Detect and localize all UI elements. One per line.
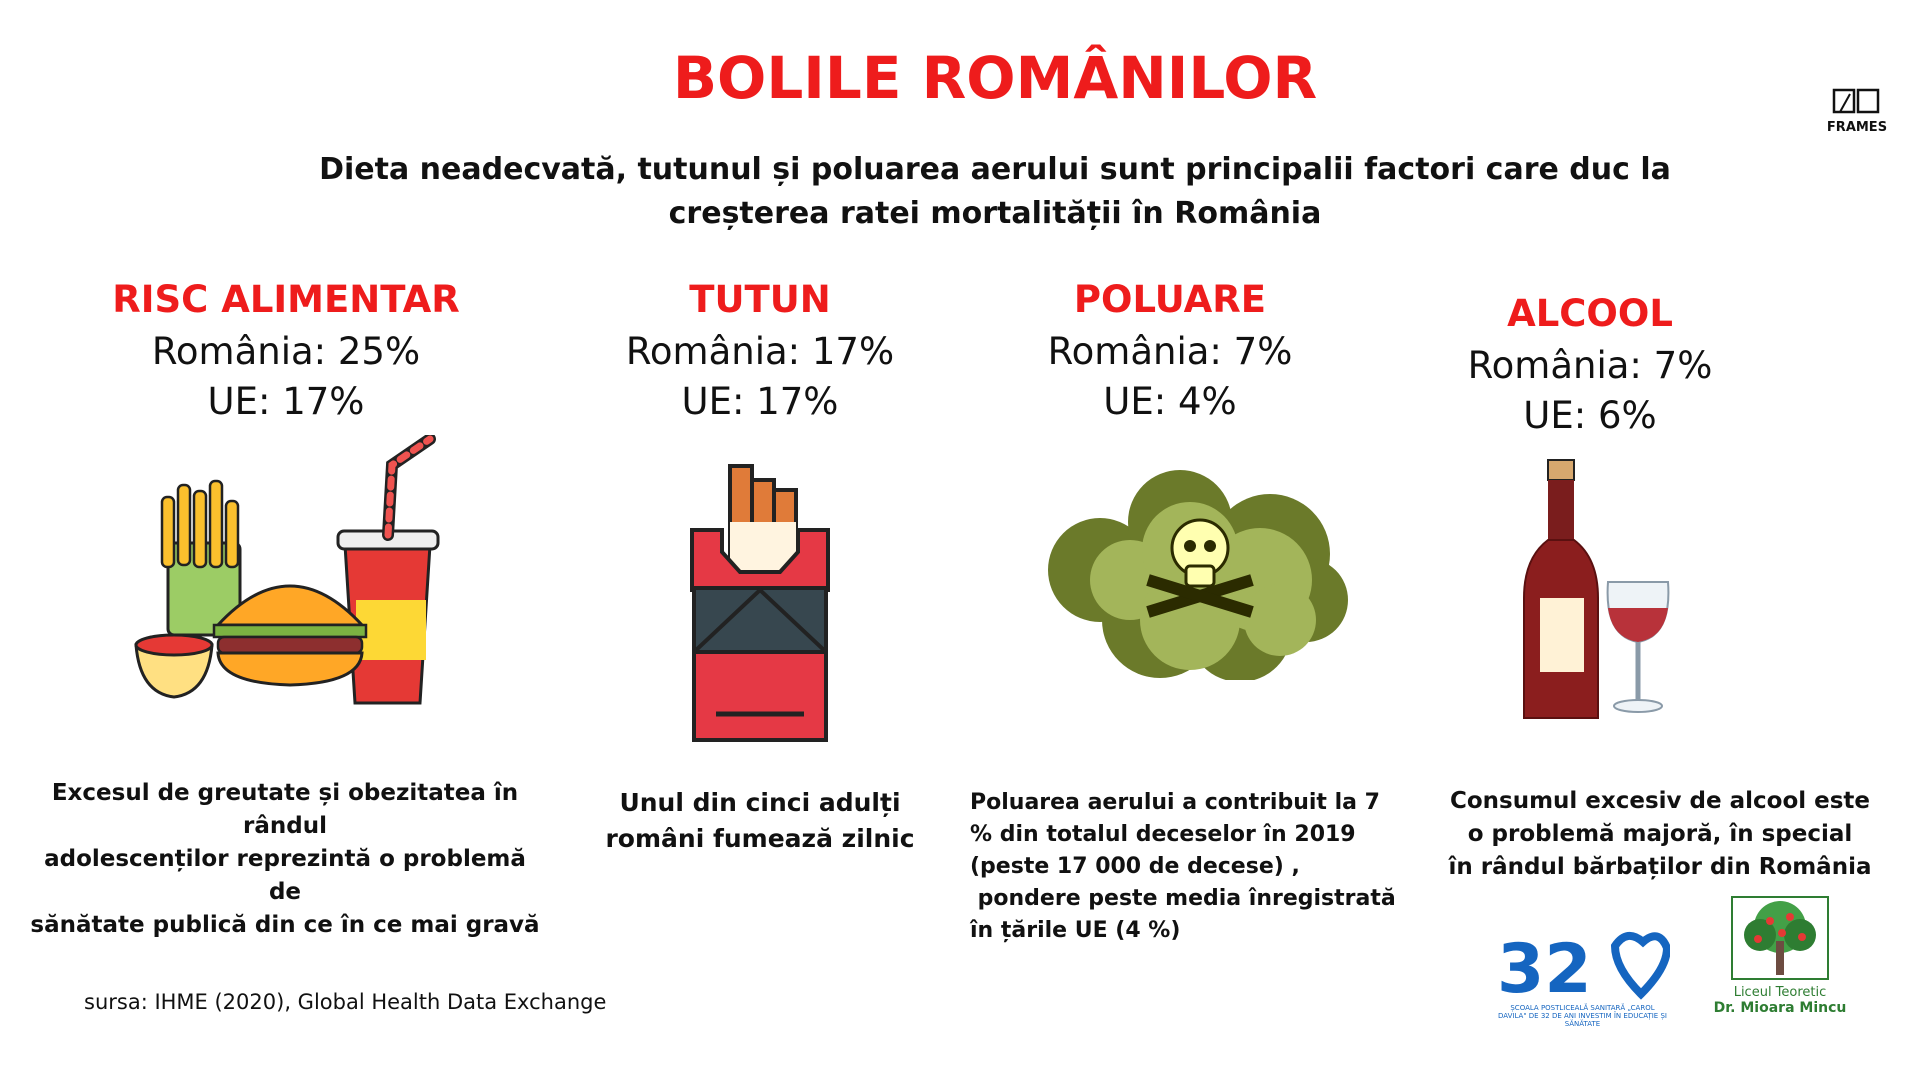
- factor-description: Poluarea aerului a contribuit la 7 % din…: [970, 787, 1396, 947]
- toxic-cloud-icon: [1048, 470, 1348, 680]
- frames-logo-text: FRAMES: [1826, 120, 1888, 135]
- frames-logo: FRAMES: [1822, 88, 1892, 135]
- lyceum-name: Dr. Mioara Mincu: [1713, 1000, 1847, 1016]
- tree-icon: [1731, 896, 1829, 980]
- description-line: pondere peste media înregistrată: [970, 886, 1396, 911]
- factor-eu-value: UE: 6%: [1523, 394, 1657, 437]
- factor-tobacco: TUTUN România: 17% UE: 17%: [530, 278, 990, 427]
- factor-heading: TUTUN: [689, 278, 831, 321]
- page-subtitle: Dieta neadecvată, tutunul și poluarea ae…: [319, 152, 1671, 231]
- factor-romania-value: România: 17%: [625, 330, 895, 373]
- school-caption: ȘCOALA POSTLICEALĂ SANITARĂ „CAROL DAVIL…: [1498, 1004, 1667, 1028]
- description-line: adolescenților reprezintă o problemă de: [44, 846, 526, 905]
- page-title: BOLILE ROMÂNILOR: [672, 44, 1318, 112]
- lyceum-label: Liceul Teoretic: [1733, 985, 1827, 1000]
- factor-romania-value: România: 7%: [1467, 344, 1713, 387]
- description-line: o problemă majoră, în special: [1467, 821, 1853, 847]
- description-line: Poluarea aerului a contribuit la 7: [970, 790, 1380, 815]
- factor-heading: POLUARE: [1073, 278, 1267, 321]
- svg-text:32: 32: [1497, 930, 1592, 1000]
- factor-eu-value: UE: 17%: [207, 380, 365, 423]
- factor-heading: ALCOOL: [1507, 292, 1673, 335]
- fast-food-icon: [134, 435, 440, 705]
- factor-alcohol: ALCOOL România: 7% UE: 6%: [1360, 292, 1820, 441]
- frames-logo-icon: [1832, 88, 1880, 114]
- cigarette-pack-icon: [690, 464, 830, 742]
- description-line: Excesul de greutate și obezitatea în rân…: [51, 780, 519, 839]
- description-line: (peste 17 000 de decese) ,: [970, 854, 1300, 879]
- description-line: în țările UE (4 %): [970, 918, 1181, 943]
- lyceum-logo: Liceul Teoretic Dr. Mioara Mincu: [1710, 895, 1850, 1025]
- wine-bottle-icon: [1523, 459, 1670, 719]
- heart-badge-icon: 32: [1497, 930, 1672, 1009]
- description-line: români fumează zilnic: [605, 824, 915, 853]
- school-32-logo: 32 ȘCOALA POSTLICEALĂ SANITARĂ „CAROL DA…: [1495, 928, 1672, 1028]
- factor-eu-value: UE: 4%: [1103, 380, 1237, 423]
- description-line: în rândul bărbaților din România: [1448, 854, 1872, 880]
- factor-heading: RISC ALIMENTAR: [112, 278, 460, 321]
- factor-pollution: POLUARE România: 7% UE: 4%: [940, 278, 1400, 427]
- factor-food: RISC ALIMENTAR România: 25% UE: 17%: [56, 278, 516, 427]
- factor-romania-value: România: 25%: [151, 330, 421, 373]
- description-line: sănătate publică din ce în ce mai gravă: [30, 912, 540, 938]
- description-line: Consumul excesiv de alcool este: [1449, 788, 1871, 814]
- factor-description: Unul din cinci adulți români fumează zil…: [530, 785, 990, 857]
- source-note: sursa: IHME (2020), Global Health Data E…: [84, 990, 607, 1014]
- description-line: Unul din cinci adulți: [619, 788, 901, 817]
- factor-romania-value: România: 7%: [1047, 330, 1293, 373]
- factor-description: Excesul de greutate și obezitatea în rân…: [30, 777, 540, 942]
- factor-description: Consumul excesiv de alcool este o proble…: [1420, 785, 1900, 884]
- factor-eu-value: UE: 17%: [681, 380, 839, 423]
- description-line: % din totalul deceselor în 2019: [970, 822, 1356, 847]
